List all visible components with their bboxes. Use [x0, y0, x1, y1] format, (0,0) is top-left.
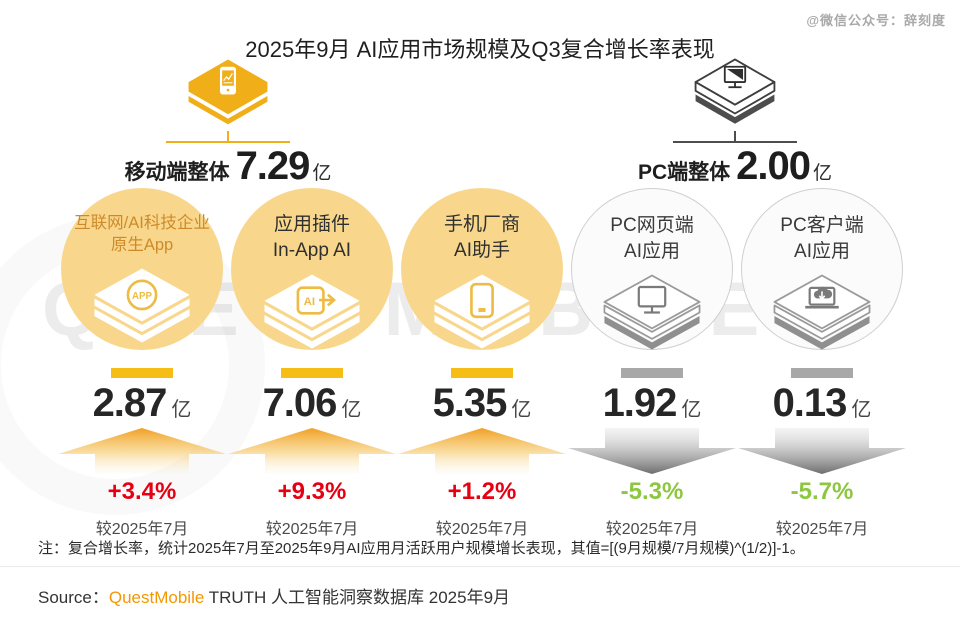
category-label-line2: AI助手 [454, 239, 510, 261]
underline-bar [111, 368, 173, 378]
svg-text:AI: AI [304, 296, 315, 308]
growth-percent: -5.3% [620, 478, 684, 505]
trend-arrow-wrap [227, 428, 397, 474]
phone-stack-icon [434, 274, 530, 349]
category-column-in-app-ai: 应用插件 In-App AI AI 7.06 亿 +9.3% 较2025年7月 [227, 188, 397, 539]
growth-down-arrow [568, 428, 736, 474]
footnote: 注：复合增长率，统计2025年7月至2025年9月AI应用月活跃用户规模增长表现… [38, 540, 805, 557]
in-app-ai-stack-icon: AI [264, 274, 360, 349]
category-value: 0.13 亿 [737, 380, 907, 426]
category-label: PC客户端 AI应用 [742, 213, 902, 264]
category-label: 应用插件 In-App AI [231, 212, 393, 263]
compare-period: 较2025年7月 [605, 521, 699, 538]
mobile-group-header: 移动端整体 7.29 亿 [118, 58, 338, 189]
value-number: 5.35 [432, 381, 508, 425]
trend-arrow-wrap [397, 428, 567, 474]
laptop-cloud-stack-icon [773, 274, 871, 350]
category-label-line1: PC客户端 [780, 215, 864, 236]
mobile-connector-vline [227, 131, 229, 141]
footer-divider [0, 566, 960, 567]
source-line: Source：QuestMobile TRUTH 人工智能洞察数据库 2025年… [38, 583, 510, 608]
trend-arrow-wrap [57, 428, 227, 474]
source-prefix: Source： [38, 588, 109, 607]
category-column-phone-vendor-ai: 手机厂商 AI助手 5.35 亿 +1.2% 较2025年7月 [397, 188, 567, 539]
mobile-group-value: 7.29 [235, 144, 311, 188]
category-circle: 应用插件 In-App AI AI [231, 188, 393, 350]
category-column-native-app: 互联网/AI科技企业 原生App APP 2.87 亿 +3.4% 较2025年7… [57, 188, 227, 539]
category-label: 互联网/AI科技企业 原生App [61, 212, 223, 257]
value-unit: 亿 [171, 399, 192, 421]
category-label-line2: AI应用 [794, 240, 850, 262]
category-value: 7.06 亿 [227, 380, 397, 426]
value-number: 1.92 [602, 381, 678, 425]
pc-group-value: 2.00 [736, 144, 811, 188]
compare-period: 较2025年7月 [775, 521, 869, 538]
value-unit: 亿 [851, 399, 872, 421]
pc-group-header: PC端整体 2.00 亿 [625, 58, 845, 189]
svg-text:APP: APP [132, 290, 152, 301]
category-circle: 互联网/AI科技企业 原生App APP [61, 188, 223, 350]
category-label: 手机厂商 AI助手 [401, 212, 563, 263]
growth-up-arrow [228, 428, 396, 474]
pc-group-label: PC端整体 2.00 亿 [625, 144, 845, 189]
page-title: 2025年9月 AI应用市场规模及Q3复合增长率表现 [245, 37, 715, 62]
category-circle: PC网页端 AI应用 [571, 188, 733, 350]
underline-bar [791, 368, 853, 378]
pc-connector-vline [734, 131, 736, 141]
monitor-stack-icon [603, 274, 701, 350]
category-circle: PC客户端 AI应用 [741, 188, 903, 350]
value-number: 2.87 [92, 381, 168, 425]
growth-percent: +9.3% [277, 478, 347, 505]
growth-up-arrow [58, 428, 226, 474]
compare-period: 较2025年7月 [95, 521, 189, 538]
category-label-line2: In-App AI [272, 239, 352, 261]
category-label-line1: 互联网/AI科技企业 [74, 214, 210, 232]
compare-period: 较2025年7月 [435, 521, 529, 538]
pc-group-unit: 亿 [813, 163, 833, 184]
pc-group-name: PC端整体 [637, 161, 731, 184]
value-number: 0.13 [772, 381, 848, 425]
underline-bar [451, 368, 513, 378]
value-unit: 亿 [681, 399, 702, 421]
category-label-line1: 应用插件 [273, 214, 350, 235]
category-value: 5.35 亿 [397, 380, 567, 426]
category-label: PC网页端 AI应用 [572, 213, 732, 264]
category-circle: 手机厂商 AI助手 [401, 188, 563, 350]
category-label-line2: AI应用 [624, 240, 680, 262]
mobile-connector-hline [166, 141, 290, 143]
mobile-overall-stack-icon [188, 59, 268, 125]
pc-overall-stack-icon [694, 58, 776, 124]
category-column-pc-client-ai: PC客户端 AI应用 0.13 亿 -5.7% 较2025年7月 [737, 188, 907, 539]
category-label-line2: 原生App [110, 236, 174, 255]
growth-percent: -5.7% [790, 478, 854, 505]
app-stack-icon: APP [94, 268, 190, 343]
trend-arrow-wrap [737, 428, 907, 474]
growth-percent: +3.4% [107, 478, 177, 505]
mobile-group-unit: 亿 [312, 163, 332, 184]
category-label-line1: 手机厂商 [443, 214, 520, 235]
category-value: 1.92 亿 [567, 380, 737, 426]
category-value: 2.87 亿 [57, 380, 227, 426]
value-unit: 亿 [511, 399, 532, 421]
value-unit: 亿 [341, 399, 362, 421]
underline-bar [621, 368, 683, 378]
underline-bar [281, 368, 343, 378]
pc-connector-hline [673, 141, 797, 143]
value-number: 7.06 [262, 381, 338, 425]
wechat-account-watermark: @微信公众号：辞刻度 [806, 13, 946, 28]
growth-percent: +1.2% [447, 478, 517, 505]
growth-down-arrow [738, 428, 906, 474]
trend-arrow-wrap [567, 428, 737, 474]
mobile-group-name: 移动端整体 [124, 161, 230, 184]
category-label-line1: PC网页端 [610, 215, 694, 236]
mobile-group-label: 移动端整体 7.29 亿 [118, 144, 338, 189]
source-rest: TRUTH 人工智能洞察数据库 2025年9月 [204, 588, 511, 607]
growth-up-arrow [398, 428, 566, 474]
category-column-pc-web-ai: PC网页端 AI应用 1.92 亿 -5.3% 较2025年7月 [567, 188, 737, 539]
compare-period: 较2025年7月 [265, 521, 359, 538]
source-brand: QuestMobile [108, 588, 205, 607]
